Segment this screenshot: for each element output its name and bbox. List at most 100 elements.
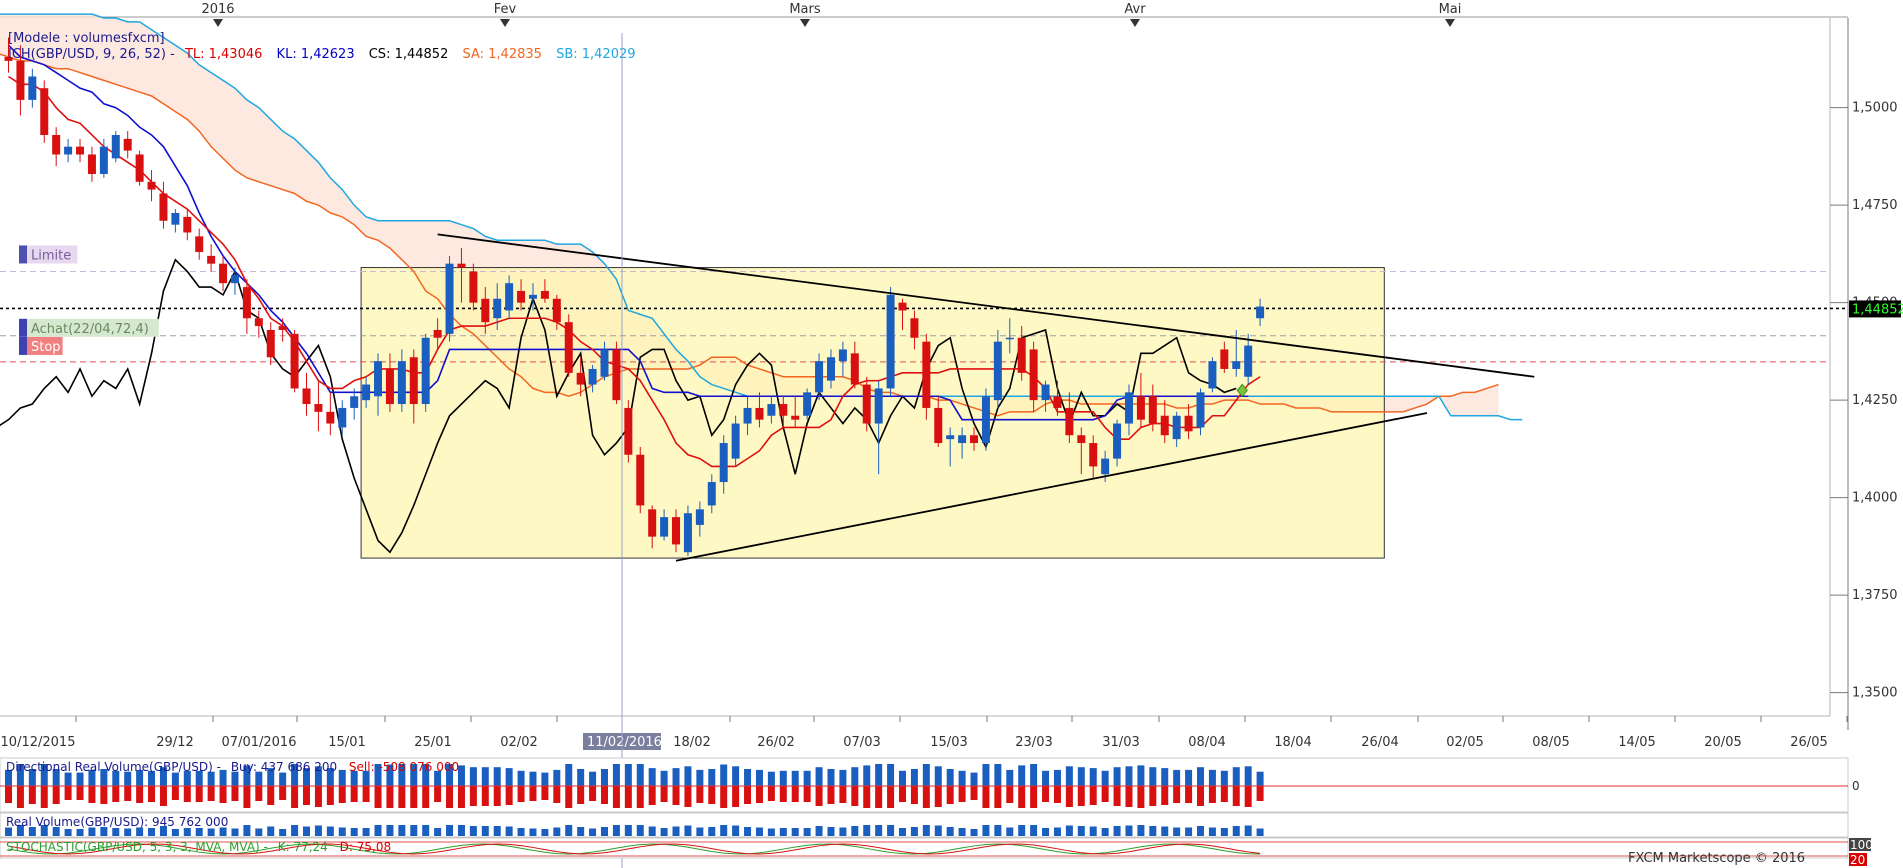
bull-candle xyxy=(505,283,514,311)
buy-volume-bar xyxy=(207,771,215,786)
dir-volume-legend: Directional Real Volume(GBP/USD) - Buy: … xyxy=(6,760,459,774)
bear-candle xyxy=(219,263,228,284)
sell-volume-bar xyxy=(684,786,692,807)
buy-volume-bar xyxy=(1256,771,1264,786)
sell-volume-bar xyxy=(505,786,513,805)
sell-volume-bar xyxy=(76,786,84,800)
sell-volume-bar xyxy=(601,786,608,804)
buy-volume-bar xyxy=(148,770,156,786)
footer-copyright: FXCM Marketscope © 2016 xyxy=(1628,851,1805,866)
stochastic-panel[interactable]: STOCHASTIC(GBP/USD, 5, 3, 3, MVA, MVA) -… xyxy=(0,837,1873,867)
stochastic-legend: STOCHASTIC(GBP/USD, 5, 3, 3, MVA, MVA) -… xyxy=(6,840,391,854)
real-volume-bar xyxy=(52,827,60,836)
bull-candle xyxy=(838,349,847,362)
date-tick-label: 15/03 xyxy=(930,735,967,750)
sell-volume-bar xyxy=(481,786,489,806)
sell-volume-bar xyxy=(386,786,394,808)
sell-volume-bar xyxy=(887,786,895,808)
buy-volume-bar xyxy=(696,769,704,786)
month-label: 2016 xyxy=(201,2,234,17)
buy-volume-bar xyxy=(1173,769,1181,786)
buy-volume-bar xyxy=(493,767,501,786)
sell-volume-bar xyxy=(1053,786,1061,803)
sell-volume-bar xyxy=(5,786,12,803)
buy-volume-bar xyxy=(1101,770,1109,786)
real-volume-bar xyxy=(684,825,692,836)
bear-candle xyxy=(1089,443,1098,467)
buy-volume-bar xyxy=(1030,764,1038,786)
buy-volume-bar xyxy=(1077,767,1085,786)
bear-candle xyxy=(517,290,526,303)
sell-volume-bar xyxy=(636,786,644,808)
bull-candle xyxy=(374,361,383,397)
sell-volume-bar xyxy=(112,786,120,802)
buy-volume-bar xyxy=(899,770,906,786)
real-volume-bar xyxy=(744,827,752,836)
buy-volume-bar xyxy=(982,764,990,786)
buy-volume-bar xyxy=(1161,768,1169,786)
bull-candle xyxy=(1172,415,1181,440)
sell-volume-bar xyxy=(934,786,942,807)
buy-volume-bar xyxy=(863,765,871,786)
buy-volume-bar xyxy=(398,764,406,786)
buy-volume-bar xyxy=(481,767,489,786)
date-tick-label: 23/03 xyxy=(1015,735,1052,750)
real-volume-bar xyxy=(1018,825,1026,836)
sell-volume-bar xyxy=(708,786,716,804)
bull-candle xyxy=(803,392,812,416)
sell-volume-bar xyxy=(243,786,251,808)
buy-volume-bar xyxy=(469,767,477,786)
bear-candle xyxy=(552,298,561,323)
real-volume-bar xyxy=(1065,825,1073,836)
real-volume-bar xyxy=(875,825,883,836)
date-tick-label: 26/02 xyxy=(757,735,794,750)
date-tick-label: 25/01 xyxy=(414,735,451,750)
real-volume-bar xyxy=(362,828,370,836)
month-marker xyxy=(1130,19,1140,27)
real-volume-bar xyxy=(982,825,990,836)
bull-candle xyxy=(695,509,704,525)
bear-candle xyxy=(385,368,394,405)
real-volume-bar xyxy=(195,828,203,836)
bull-candle xyxy=(1041,384,1050,401)
bear-candle xyxy=(16,60,25,100)
bull-candle xyxy=(64,146,73,155)
buy-volume-bar xyxy=(1042,770,1050,786)
date-axis: 10/12/2015 29/12 07/01/2016 15/01 25/01 02/02… xyxy=(1,716,1848,750)
date-tick-label: 14/05 xyxy=(1618,735,1655,750)
bear-candle xyxy=(135,154,144,182)
sell-volume-bar xyxy=(88,786,96,803)
directional-volume-panel[interactable]: 0 Directional Real Volume(GBP/USD) - Buy… xyxy=(0,757,1860,813)
bear-candle xyxy=(1184,415,1193,432)
cloud-fill xyxy=(0,14,1499,416)
buy-volume-bar xyxy=(875,764,883,786)
bear-candle xyxy=(87,154,96,174)
real-volume-panel[interactable]: Real Volume(GBP/USD): 945 762 000 xyxy=(0,812,1849,838)
sell-volume-bar xyxy=(1065,786,1073,807)
sell-volume-bar xyxy=(219,786,227,803)
buy-volume-bar xyxy=(684,766,692,786)
real-volume-bar xyxy=(565,825,573,836)
real-volume-bar xyxy=(910,827,918,836)
sell-volume-bar xyxy=(899,786,906,802)
bull-candle xyxy=(731,423,740,459)
buy-volume-bar xyxy=(243,765,251,786)
sell-volume-bar xyxy=(1018,786,1026,808)
bear-candle xyxy=(76,146,85,155)
real-volume-bar xyxy=(1077,826,1085,836)
real-volume-bar xyxy=(255,828,263,836)
bull-candle xyxy=(874,388,883,424)
buy-volume-bar xyxy=(565,764,573,786)
bull-candle xyxy=(1113,423,1122,459)
trendlines[interactable] xyxy=(437,233,1535,562)
month-label: Mai xyxy=(1439,2,1462,17)
bull-candle xyxy=(421,337,430,405)
sell-volume-bar xyxy=(183,786,191,802)
consolidation-box[interactable] xyxy=(360,267,1385,559)
sell-volume-bar xyxy=(28,786,36,804)
buy-volume-bar xyxy=(457,765,465,786)
real-volume-bar xyxy=(1185,827,1193,836)
sell-volume-bar xyxy=(338,786,346,803)
order-tags[interactable]: Limite Achat(22/04,72,4) Stop xyxy=(19,245,159,355)
